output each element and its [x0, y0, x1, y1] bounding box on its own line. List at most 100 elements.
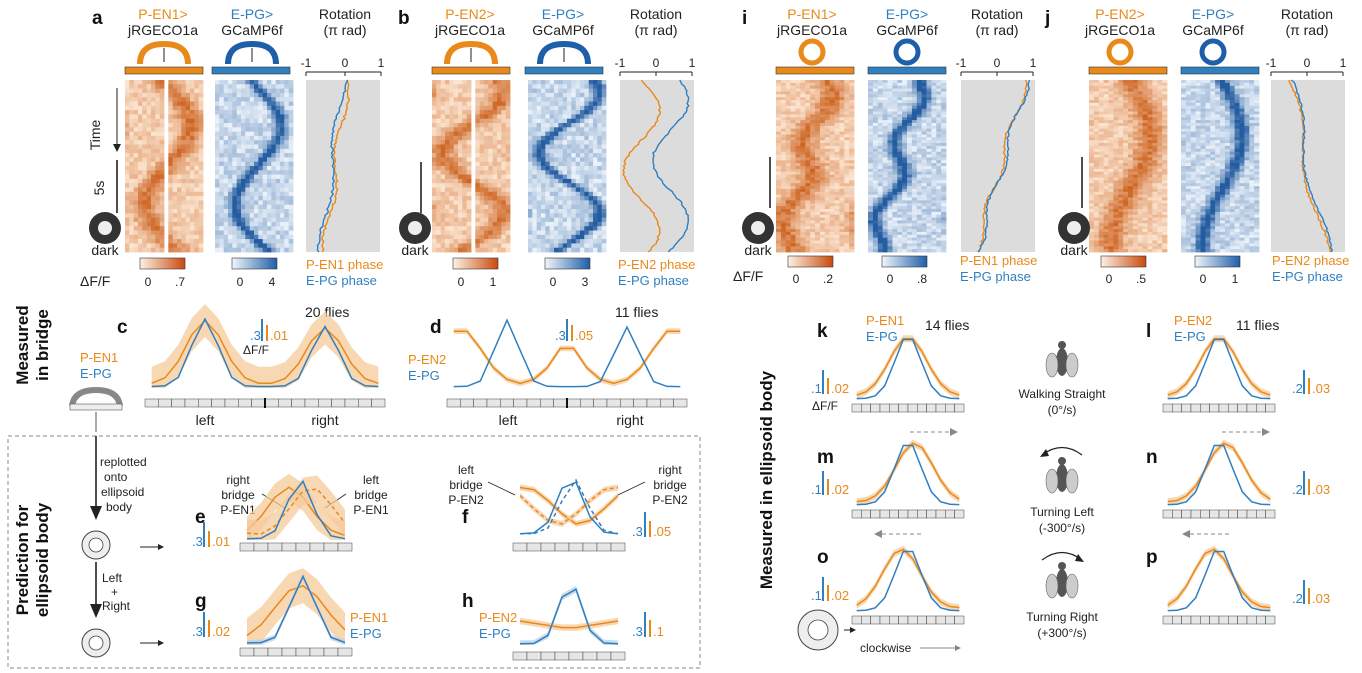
dark-icon-i: dark: [742, 212, 774, 258]
plot-p-cell-3: [1190, 615, 1201, 625]
plot-o-cell-8: [926, 615, 937, 625]
i-rot-panel: [961, 80, 1035, 252]
panel-a-header: a P-EN1> jRGECO1a E-PG> GCaMP6f Rotation…: [92, 6, 385, 70]
plot-h: [512, 586, 626, 661]
plot-e-cell-7: [337, 542, 353, 552]
plot-h-cell-2: [540, 651, 556, 661]
plot-d-cell-13: [620, 398, 634, 408]
i-rot-title-1: Rotation: [971, 6, 1023, 22]
plot-p-cell-8: [1237, 615, 1248, 625]
plot-n: [1162, 439, 1276, 519]
plot-d-cell-4: [500, 398, 514, 408]
plot-l-cell-11: [1265, 403, 1276, 413]
plot-k-cell-11: [954, 403, 965, 413]
heatmaps: [125, 80, 1260, 253]
fly-icon-turn-right: Turning Right (+300°/s): [1026, 551, 1098, 640]
plot-d-line-1: [453, 318, 681, 388]
plot-e-band-1: [247, 475, 345, 540]
plot-k-cell-10: [945, 403, 955, 413]
ellipsoid-side-label: Measured in ellipsoid body: [757, 370, 776, 589]
plot-n-cell-7: [1228, 509, 1238, 519]
j-rot-tick-1: -1: [1266, 56, 1277, 70]
plot-e-cell-6: [323, 542, 339, 552]
plot-d-cell-10: [580, 398, 594, 408]
plot-n-cell-6: [1218, 509, 1229, 519]
plot-h-band-1: [520, 586, 618, 645]
i-right-title-1: E-PG>: [886, 6, 928, 22]
plot-c-cell-17: [371, 398, 386, 408]
j-rot-title-2: (π rad): [1285, 22, 1328, 38]
plot-m-cell-8: [926, 509, 937, 519]
prediction-side-label-2: ellipsoid body: [33, 502, 52, 617]
plot-e: [239, 473, 353, 552]
plot-c-line-0: [151, 319, 379, 385]
plot-g-cell-0: [239, 647, 255, 657]
panel-label-o: o: [817, 547, 829, 568]
plot-n-line-0: [1167, 442, 1271, 503]
rotation-traces: [316, 79, 1334, 253]
plot-n-cell-4: [1200, 509, 1210, 519]
plot-e-cell-5: [309, 542, 325, 552]
b-pen2-phase: [622, 79, 662, 253]
plot-k-line-0: [856, 338, 960, 396]
plot-k-cell-3: [879, 403, 890, 413]
plot-o-cell-1: [861, 615, 871, 625]
plot-c-cell-1: [158, 398, 172, 408]
plot-k-cell-7: [917, 403, 927, 413]
plot-m-cell-4: [889, 509, 899, 519]
b-rot-tick-1: -1: [615, 56, 626, 70]
prediction-flow: replotted onto ellipsoid body Left + Rig…: [81, 436, 164, 658]
fly-icon-straight: Walking Straight (0°/s): [1019, 341, 1106, 417]
plot-o-cell-6: [907, 615, 918, 625]
plot-c-cell-15: [344, 398, 359, 408]
panel-label-f: f: [462, 507, 469, 528]
a-left-title-1: P-EN1>: [138, 6, 187, 22]
plot-d-cell-5: [513, 398, 528, 408]
j-rot-tick-3: 1: [1340, 56, 1347, 70]
plot-e-line-2: [246, 479, 346, 540]
plot-e-cell-2: [267, 542, 283, 552]
plot-l-line-1: [1167, 338, 1271, 400]
plot-m-cell-6: [907, 509, 918, 519]
a-rot-tick-2: 0: [342, 56, 349, 70]
plot-f-line-2: [519, 481, 619, 535]
j-rot-tick-2: 0: [1304, 56, 1311, 70]
plot-n-cell-5: [1209, 509, 1220, 519]
plot-l: [1162, 335, 1276, 413]
a-rot-title-1: Rotation: [319, 6, 371, 22]
plot-c-cell-2: [171, 398, 186, 408]
a-epg-phase: [316, 79, 349, 253]
plot-m-cell-1: [861, 509, 871, 519]
plot-o-cell-11: [954, 615, 965, 625]
plot-g: [239, 568, 353, 657]
plot-g-line-1: [246, 574, 346, 644]
plot-g-cell-1: [253, 647, 269, 657]
b-left-title-2: jRGECO1a: [434, 22, 505, 38]
plot-k-cell-2: [870, 403, 881, 413]
time-label: Time: [87, 119, 103, 150]
plot-m-cell-9: [935, 509, 946, 519]
i-rot-tick-2: 0: [994, 56, 1001, 70]
plot-n-cell-11: [1265, 509, 1276, 519]
panel-label-b: b: [398, 8, 410, 29]
plot-o-cell-3: [879, 615, 890, 625]
rot-axes: [305, 71, 1344, 76]
plot-h-cell-4: [568, 651, 584, 661]
dff-label-i: ΔF/F: [733, 268, 763, 284]
plot-d-cell-12: [606, 398, 621, 408]
plot-f-cell-6: [596, 542, 612, 552]
plot-g-cell-4: [295, 647, 311, 657]
dark-icon-b: dark: [399, 212, 431, 258]
plot-l-cell-3: [1190, 403, 1201, 413]
dff-label-a: ΔF/F: [80, 273, 110, 289]
j-pen2-heatmap: [1089, 80, 1168, 253]
plot-m-cell-2: [870, 509, 881, 519]
plot-g-band-1: [247, 573, 345, 645]
plot-p-line-0: [1167, 548, 1271, 609]
plot-c-cell-16: [358, 398, 372, 408]
plot-o-line-1: [856, 550, 960, 612]
plot-d-cell-16: [660, 398, 674, 408]
plot-l-cell-0: [1162, 403, 1173, 413]
b-pen2-heatmap: [432, 80, 511, 253]
a-rot-tick-1: -1: [301, 56, 312, 70]
